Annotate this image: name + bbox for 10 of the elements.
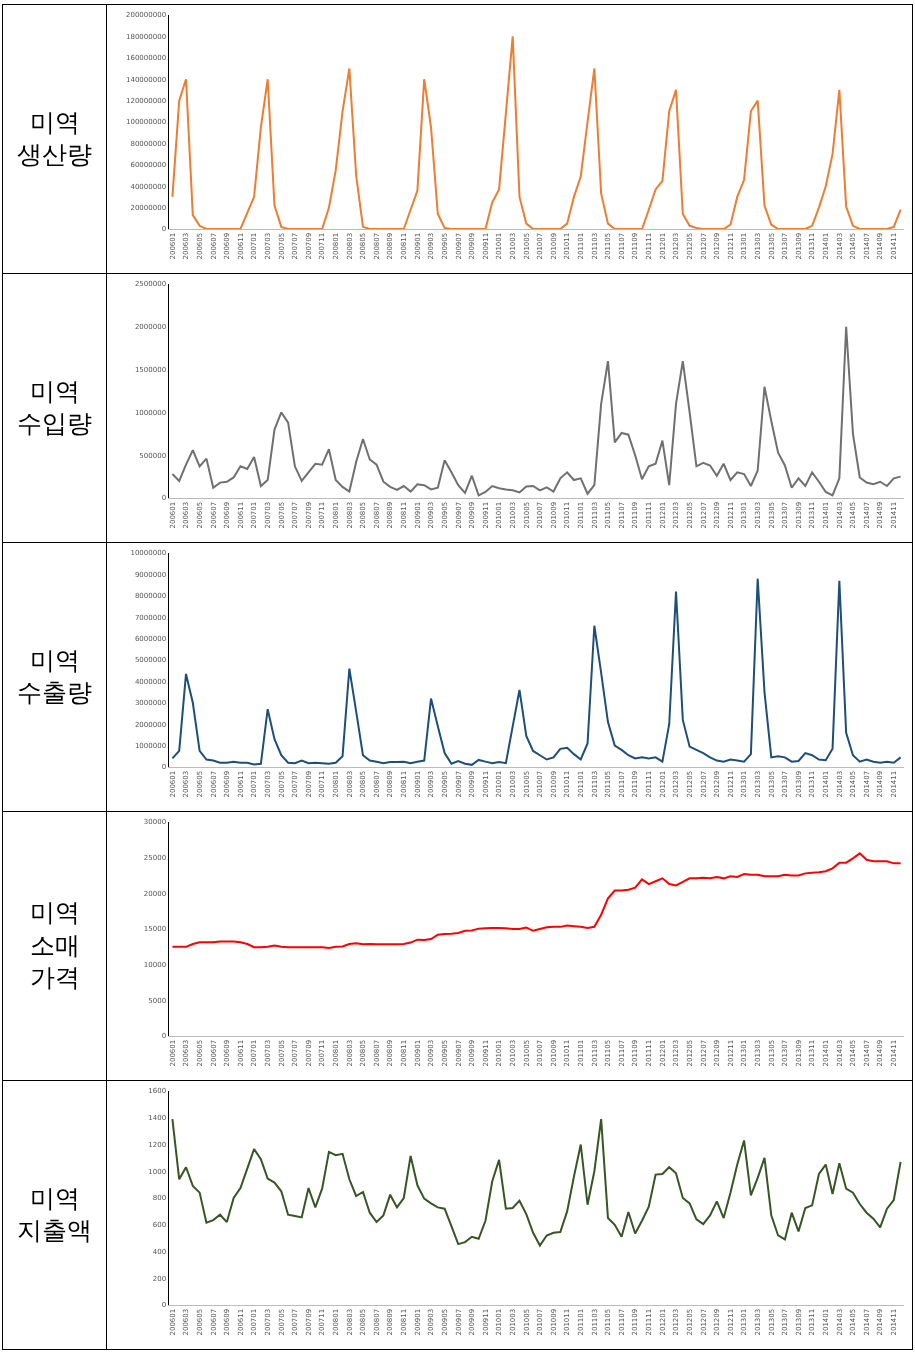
text: 미역 수출량 [2, 542, 107, 812]
text: 미역 수입량 [2, 273, 107, 543]
line-series [171, 577, 902, 766]
text: 미역 지출액 [2, 1080, 107, 1350]
line-series [171, 35, 902, 229]
line-series [171, 325, 902, 497]
text: 미역 생산량 [2, 4, 107, 274]
line-series [171, 1118, 902, 1247]
text: 미역 소매 가격 [2, 811, 107, 1081]
line-series [171, 852, 902, 949]
